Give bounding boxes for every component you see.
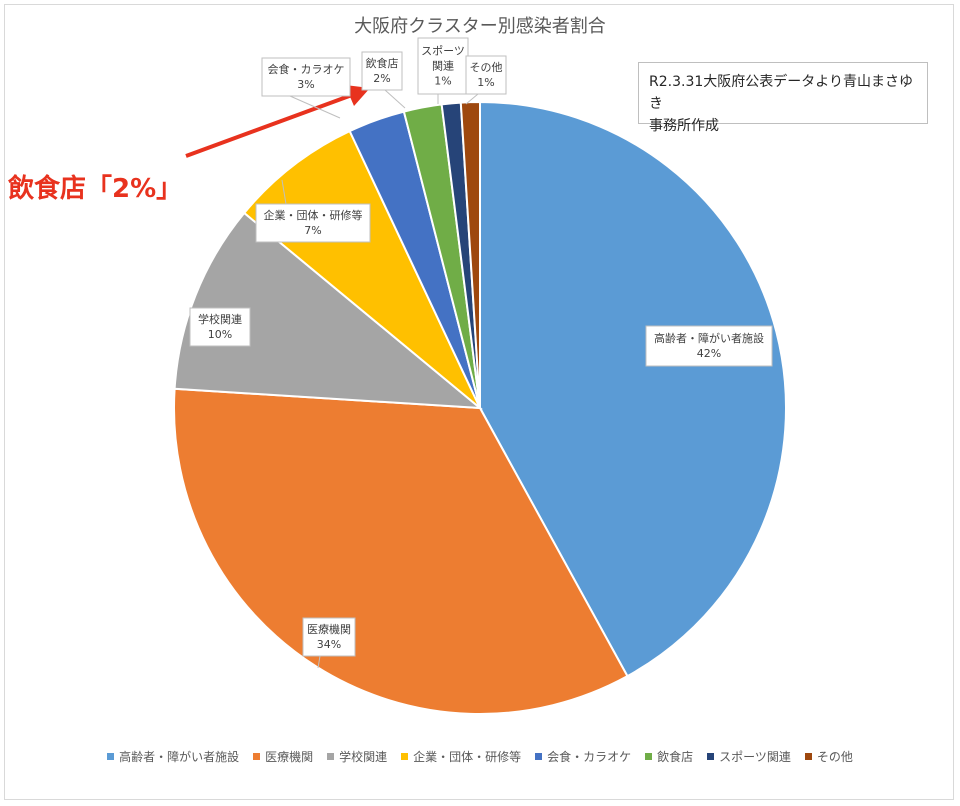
data-label-value-7: 1% <box>477 76 494 89</box>
annotation-callout: 飲食店「2%」 <box>8 174 183 204</box>
legend-label-4: 会食・カラオケ <box>547 750 632 764</box>
data-label-leader-7 <box>465 93 479 105</box>
legend-label-0: 高齢者・障がい者施設 <box>119 750 240 764</box>
data-label-leader-5 <box>384 89 406 109</box>
data-label-box-5 <box>361 51 403 91</box>
data-label-leader-4 <box>289 95 341 119</box>
annotation-arrow-line <box>185 93 353 158</box>
data-label-category-5: 飲食店 <box>366 56 399 70</box>
legend-swatch-3 <box>401 753 409 760</box>
data-label-value-6: 1% <box>434 75 451 88</box>
legend-item-0: 高齢者・障がい者施設 <box>107 748 239 765</box>
legend-label-3: 企業・団体・研修等 <box>413 750 522 764</box>
data-label-value-2: 10% <box>208 328 232 341</box>
legend-swatch-4 <box>535 753 543 760</box>
legend-swatch-1 <box>253 753 261 760</box>
legend-item-7: その他 <box>804 748 853 765</box>
legend-item-6: スポーツ関連 <box>707 748 791 765</box>
data-label-box-7 <box>465 55 507 95</box>
data-label-box-3 <box>255 203 371 243</box>
legend-item-3: 企業・団体・研修等 <box>401 748 521 765</box>
data-label-value-3: 7% <box>304 224 321 237</box>
data-label-category-6: スポーツ <box>421 45 465 58</box>
legend-swatch-0 <box>107 753 115 760</box>
pie-slice-2 <box>173 211 484 410</box>
legend-item-5: 飲食店 <box>645 748 693 765</box>
data-label-box-0 <box>645 325 773 367</box>
data-label-box-2 <box>189 307 251 347</box>
pie-slice-0 <box>479 100 787 678</box>
legend-label-7: その他 <box>816 750 853 764</box>
data-label-category-1: 医療機関 <box>307 622 351 636</box>
data-label-category-0: 高齢者・障がい者施設 <box>654 331 764 345</box>
legend-label-5: 飲食店 <box>657 750 694 764</box>
data-label-category-4: 会食・カラオケ <box>268 62 345 76</box>
legend-item-4: 会食・カラオケ <box>535 748 631 765</box>
legend-label-1: 医療機関 <box>265 750 314 764</box>
chart-title: 大阪府クラスター別感染者割合 <box>354 16 606 37</box>
chart-legend: 高齢者・障がい者施設 医療機関 学校関連 企業・団体・研修等 会食・カラオケ 飲食店 スポー… <box>0 748 960 765</box>
data-label-box-1 <box>302 617 356 657</box>
pie-slice-7 <box>459 100 481 409</box>
legend-swatch-2 <box>327 753 335 760</box>
pie-slice-1 <box>173 387 629 715</box>
data-label-category-7: その他 <box>470 61 503 74</box>
legend-swatch-5 <box>645 753 653 760</box>
legend-label-2: 学校関連 <box>339 750 388 764</box>
data-label-value-0: 42% <box>697 347 721 360</box>
source-note: R2.3.31大阪府公表データより青山まさゆき 事務所作成 <box>638 62 928 134</box>
data-label-box-4 <box>261 57 351 97</box>
data-label-leader-3 <box>281 179 287 205</box>
data-label-value-5: 2% <box>373 72 390 85</box>
legend-item-2: 学校関連 <box>327 748 387 765</box>
data-label-leader-1 <box>317 655 321 669</box>
legend-swatch-7 <box>804 753 812 760</box>
data-label-box-6 <box>417 37 469 95</box>
data-label-value-4: 3% <box>297 78 314 91</box>
pie-slice-3 <box>242 129 481 409</box>
data-label-category-6: 関連 <box>432 59 454 73</box>
data-label-category-2: 学校関連 <box>198 312 242 326</box>
data-label-value-1: 34% <box>317 638 341 651</box>
legend-item-1: 医療機関 <box>253 748 313 765</box>
chart-frame <box>4 4 954 800</box>
data-label-category-3: 企業・団体・研修等 <box>264 208 363 222</box>
legend-swatch-6 <box>707 753 715 760</box>
legend-label-6: スポーツ関連 <box>719 750 791 764</box>
